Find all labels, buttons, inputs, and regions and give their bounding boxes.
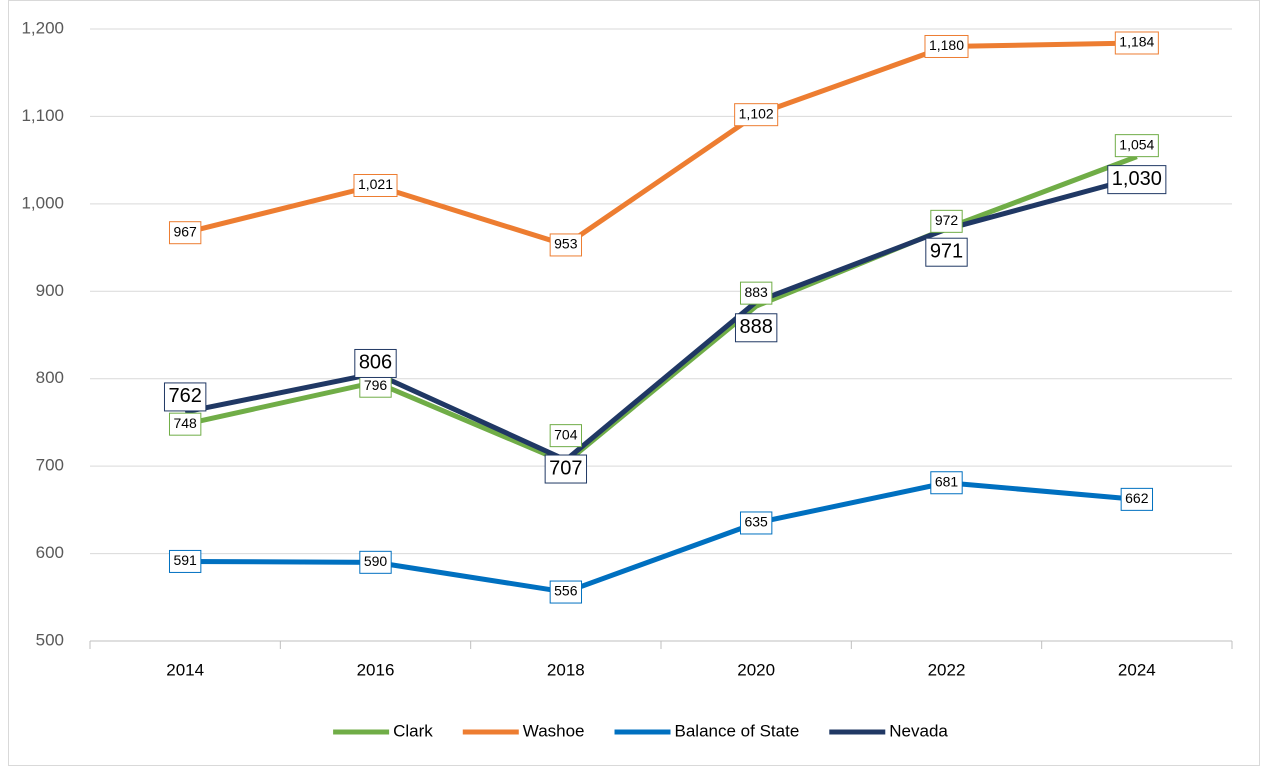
data-label-text: 748 [173, 415, 197, 431]
data-label-box [544, 454, 588, 484]
data-label-box [925, 237, 968, 267]
data-label: 971 [925, 237, 968, 267]
data-label-text: 971 [930, 240, 963, 262]
data-label-box [168, 549, 202, 573]
data-label-text: 1,180 [929, 37, 964, 53]
data-label-text: 591 [173, 552, 197, 568]
x-tick-label: 2016 [357, 660, 395, 679]
data-label-text: 1,102 [739, 105, 774, 121]
data-label: 762 [163, 382, 207, 412]
data-label-box [549, 424, 583, 448]
data-label: 953 [549, 233, 583, 257]
x-tick-label: 2014 [166, 660, 204, 679]
data-label-box [1114, 31, 1159, 55]
y-tick-label: 1,100 [21, 106, 64, 125]
data-label: 1,054 [1114, 134, 1159, 158]
data-label: 590 [359, 550, 392, 574]
data-label-text: 556 [554, 583, 578, 599]
data-label-box [549, 580, 583, 604]
data-label: 796 [359, 374, 392, 398]
chart-border [8, 0, 1260, 766]
data-label-text: 1,021 [358, 176, 393, 192]
data-label-box [930, 471, 963, 495]
data-label-box [168, 412, 202, 436]
data-label: 662 [1120, 487, 1154, 511]
x-tick-label: 2018 [547, 660, 585, 679]
x-tick-label: 2020 [737, 660, 775, 679]
data-label-text: 1,184 [1119, 34, 1154, 50]
data-label-text: 967 [173, 223, 197, 239]
data-label: 972 [930, 209, 963, 233]
data-label-box [734, 103, 779, 127]
data-label: 1,184 [1114, 31, 1159, 55]
y-tick-label: 900 [36, 281, 64, 300]
data-label: 591 [168, 549, 202, 573]
data-label-box [930, 209, 963, 233]
data-label-text: 883 [744, 284, 768, 300]
data-label: 707 [544, 454, 588, 484]
x-tick-label: 2022 [928, 660, 966, 679]
series-line [185, 480, 1138, 595]
data-label-text: 1,030 [1112, 168, 1162, 190]
y-tick-label: 700 [36, 456, 64, 475]
data-label-box [1114, 134, 1159, 158]
series-line [184, 175, 1138, 463]
data-label-text: 662 [1125, 490, 1149, 506]
data-label: 888 [734, 313, 778, 343]
data-label-text: 704 [554, 426, 578, 442]
data-label-box [734, 313, 778, 343]
y-tick-label: 1,000 [21, 193, 64, 212]
data-label-box [739, 511, 773, 535]
data-label-text: 707 [549, 457, 582, 479]
data-label-text: 888 [739, 316, 772, 338]
data-label: 883 [739, 281, 773, 305]
series-line [184, 154, 1138, 466]
data-label-text: 635 [744, 514, 768, 530]
data-label-box [549, 233, 583, 257]
data-label-text: 953 [554, 236, 578, 252]
data-label-text: 972 [935, 212, 959, 228]
data-label: 1,180 [924, 34, 969, 58]
data-label: 967 [168, 221, 202, 245]
y-tick-label: 1,200 [21, 18, 64, 37]
y-tick-label: 800 [36, 368, 64, 387]
data-label-text: 796 [364, 377, 388, 393]
legend-label: Balance of State [675, 721, 800, 740]
y-tick-label: 500 [36, 630, 64, 649]
data-label-box [168, 221, 202, 245]
data-label: 1,102 [734, 103, 779, 127]
data-label-box [1107, 165, 1167, 195]
data-label-text: 590 [364, 553, 388, 569]
data-label-box [924, 34, 969, 58]
data-label: 704 [549, 424, 583, 448]
data-label: 681 [930, 471, 963, 495]
data-label: 1,030 [1107, 165, 1167, 195]
legend-label: Nevada [889, 721, 948, 740]
data-label-box [163, 382, 207, 412]
data-label-box [354, 348, 397, 378]
data-label-box [1120, 487, 1154, 511]
data-label-text: 762 [168, 385, 201, 407]
data-label-box [359, 550, 392, 574]
data-label: 748 [168, 412, 202, 436]
data-label: 806 [354, 348, 397, 378]
data-label: 556 [549, 580, 583, 604]
legend-label: Clark [393, 721, 433, 740]
data-label-text: 681 [935, 473, 959, 489]
legend-label: Washoe [523, 721, 585, 740]
data-label-box [739, 281, 773, 305]
data-label-box [353, 173, 398, 197]
x-tick-label: 2024 [1118, 660, 1156, 679]
data-label-text: 806 [359, 352, 392, 374]
series-line [184, 40, 1137, 248]
data-label: 1,021 [353, 173, 398, 197]
data-label: 635 [739, 511, 773, 535]
y-tick-label: 600 [36, 543, 64, 562]
legend: Clark Washoe Balance of State Nevada [333, 721, 948, 740]
data-label-text: 1,054 [1119, 136, 1154, 152]
